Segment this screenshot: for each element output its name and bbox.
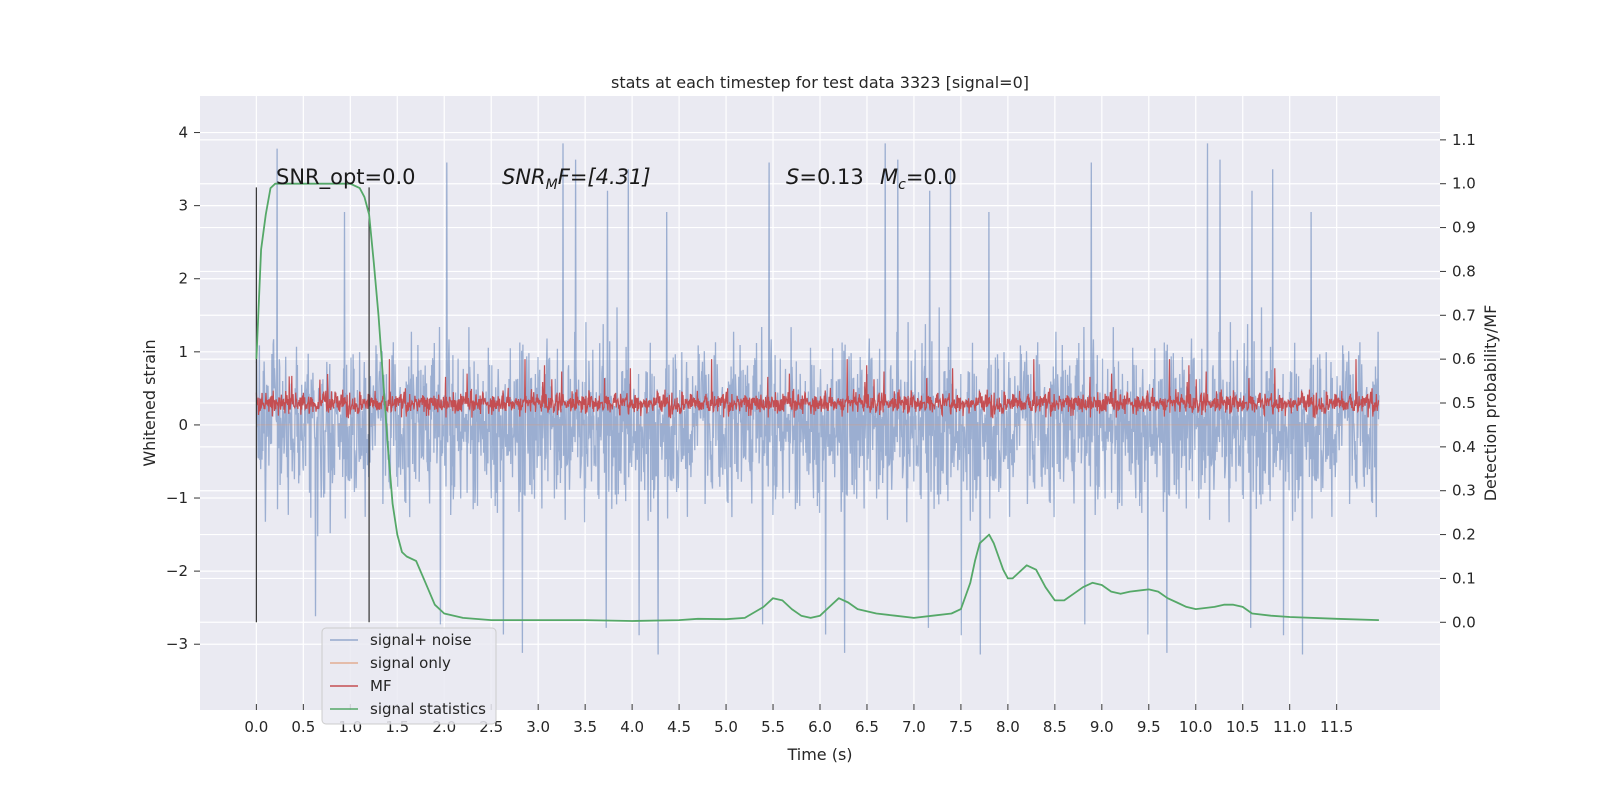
y-axis-label-left: Whitened strain <box>140 339 159 466</box>
y-right-tick-labels: 1.1 1.0 0.9 0.8 0.7 0.6 0.5 0.4 0.3 0.2 0.1 0.0 <box>1440 131 1476 631</box>
y-right-tick-label: 0.8 <box>1452 262 1476 280</box>
x-tick-label: 11.0 <box>1273 718 1306 736</box>
chart-title: stats at each timestep for test data 332… <box>611 73 1029 92</box>
annotation-s: S=0.13 <box>786 165 864 189</box>
x-tick-label: 8.5 <box>1043 718 1067 736</box>
line-signal-statistics <box>255 182 1379 622</box>
x-tick-label: 0.0 <box>244 718 268 736</box>
x-tick-label: 10.5 <box>1226 718 1259 736</box>
y-right-tick-label: 0.0 <box>1452 613 1476 631</box>
x-tick-label: 4.5 <box>667 718 691 736</box>
y-right-tick-label: 0.1 <box>1452 569 1476 587</box>
annotation-snr-opt: SNR_opt=0.0 <box>276 165 416 190</box>
x-tick-label: 0.5 <box>291 718 315 736</box>
y-right-tick-label: 0.5 <box>1452 394 1476 412</box>
x-tick-label: 10.0 <box>1179 718 1212 736</box>
x-tick-label: 9.5 <box>1137 718 1161 736</box>
legend-label-signal-noise: signal+ noise <box>370 631 472 649</box>
x-tick-label: 11.5 <box>1320 718 1353 736</box>
y-left-tick-label: −3 <box>166 635 188 653</box>
y-right-tick-label: 0.6 <box>1452 350 1476 368</box>
x-tick-label: 7.5 <box>949 718 973 736</box>
y-right-tick-label: 0.7 <box>1452 306 1476 324</box>
annotation-mc: Mc=0.0 <box>880 165 957 193</box>
y-right-tick-label: 0.2 <box>1452 526 1476 544</box>
legend-label-mf: MF <box>370 677 392 695</box>
annotation-snr-mf: SNRMF=[4.31] <box>502 165 651 193</box>
s-label: S <box>786 165 799 189</box>
x-tick-label: 8.0 <box>996 718 1020 736</box>
snr-mf-suffix: F=[4.31] <box>558 165 651 189</box>
x-tick-label: 6.5 <box>855 718 879 736</box>
y-right-tick-label: 0.3 <box>1452 482 1476 500</box>
y-left-tick-label: 4 <box>178 124 188 142</box>
series-mf <box>255 359 1380 419</box>
series-signal-statistics <box>255 182 1379 622</box>
snr-mf-prefix: SNR <box>502 165 546 189</box>
y-left-tick-label: −1 <box>166 489 188 507</box>
y-left-tick-label: 1 <box>178 343 188 361</box>
mc-value: =0.0 <box>906 165 957 189</box>
y-left-tick-label: 3 <box>178 197 188 215</box>
y-right-tick-label: 0.4 <box>1452 438 1476 456</box>
legend-label-signal-only: signal only <box>370 654 451 672</box>
x-tick-label: 5.0 <box>714 718 738 736</box>
x-tick-label: 5.5 <box>761 718 785 736</box>
line-mf <box>255 359 1380 419</box>
x-tick-label: 4.0 <box>620 718 644 736</box>
s-value: =0.13 <box>799 165 863 189</box>
y-left-tick-label: 2 <box>178 270 188 288</box>
y-left-tick-label: 0 <box>178 416 188 434</box>
x-tick-label: 7.0 <box>902 718 926 736</box>
legend-box <box>321 627 497 725</box>
x-tick-label: 3.0 <box>526 718 550 736</box>
y-right-tick-label: 1.1 <box>1452 131 1476 149</box>
x-tick-label: 3.5 <box>573 718 597 736</box>
vertical-markers <box>255 187 370 623</box>
x-tick-labels: 0.0 0.5 1.0 1.5 2.0 2.5 3.0 3.5 4.0 4.5 5.0 5.5 6.0 6… <box>244 704 1353 736</box>
snr-mf-subscript: M <box>546 177 558 193</box>
mc-label: M <box>880 165 898 189</box>
y-left-tick-label: −2 <box>166 562 188 580</box>
x-tick-label: 9.0 <box>1090 718 1114 736</box>
x-tick-label: 6.0 <box>808 718 832 736</box>
line-signal-noise <box>255 143 1380 655</box>
legend-label-signal-statistics: signal statistics <box>370 700 486 718</box>
x-axis-label: Time (s) <box>786 745 852 764</box>
series-signal-noise <box>255 143 1380 655</box>
y-right-tick-label: 0.9 <box>1452 219 1476 237</box>
y-left-tick-labels: 4 3 2 1 0 −1 −2 −3 <box>166 124 200 653</box>
y-right-tick-label: 1.0 <box>1452 175 1476 193</box>
legend: signal+ noise signal only MF signal stat… <box>321 627 497 725</box>
y-axis-label-right: Detection probability/MF <box>1481 305 1500 502</box>
mc-subscript: c <box>898 177 906 193</box>
